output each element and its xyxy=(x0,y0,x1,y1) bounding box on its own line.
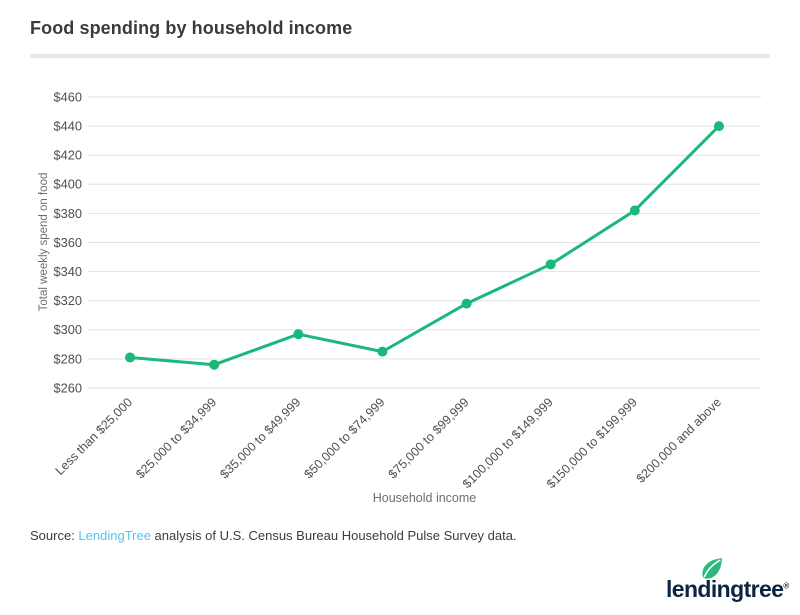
y-tick-labels: $260 $280 $300 $320 $340 $360 $380 $400 $420 $440… xyxy=(54,89,82,395)
x-tick-label: $50,000 to $74,999 xyxy=(301,395,387,481)
y-tick-label: $300 xyxy=(54,322,82,337)
data-point xyxy=(545,259,556,270)
x-tick-label: $100,000 to $149,999 xyxy=(460,395,556,488)
data-point xyxy=(713,121,724,132)
source-link[interactable]: LendingTree xyxy=(78,528,151,543)
data-point xyxy=(461,298,472,309)
y-tick-label: $280 xyxy=(54,351,82,366)
x-tick-label: $75,000 to $99,999 xyxy=(386,395,472,481)
data-point xyxy=(377,346,388,357)
y-tick-label: $420 xyxy=(54,148,82,163)
y-tick-label: $360 xyxy=(54,235,82,250)
y-tick-label: $340 xyxy=(54,264,82,279)
data-point xyxy=(629,205,640,216)
data-point xyxy=(125,352,136,363)
source-prefix: Source: xyxy=(30,528,79,543)
y-tick-label: $400 xyxy=(54,177,82,192)
line-chart: $260 $280 $300 $320 $340 $360 $380 $400 $420 $440… xyxy=(53,89,761,488)
y-gridlines xyxy=(88,96,761,389)
source-text: Source: LendingTree analysis of U.S. Cen… xyxy=(30,528,517,543)
data-point xyxy=(293,329,304,340)
x-tick-label: $25,000 to $34,999 xyxy=(133,395,219,481)
y-tick-label: $440 xyxy=(54,119,82,134)
lendingtree-logo: lendingtree® xyxy=(664,556,790,606)
y-tick-label: $320 xyxy=(54,293,82,308)
data-point xyxy=(209,359,220,370)
leaf-icon xyxy=(702,558,722,579)
x-axis-title: Household income xyxy=(372,491,477,505)
logo-wordmark: lendingtree® xyxy=(666,576,790,602)
x-tick-label: $150,000 to $199,999 xyxy=(544,395,640,488)
y-tick-label: $460 xyxy=(54,89,82,104)
x-tick-labels: Less than $25,000$25,000 to $34,999$35,0… xyxy=(53,395,725,488)
data-points xyxy=(125,121,724,370)
y-tick-label: $260 xyxy=(54,380,82,395)
source-suffix: analysis of U.S. Census Bureau Household… xyxy=(150,528,517,543)
y-axis-title: Total weekly spend on food xyxy=(38,172,50,312)
x-tick-label: Less than $25,000 xyxy=(53,395,136,478)
title-divider xyxy=(30,54,770,58)
y-tick-label: $380 xyxy=(54,206,82,221)
x-tick-label: $35,000 to $49,999 xyxy=(217,395,303,481)
page-title: Food spending by household income xyxy=(30,18,353,38)
registered-mark: ® xyxy=(783,581,790,591)
series-line xyxy=(128,124,721,367)
x-tick-label: $200,000 and above xyxy=(634,395,725,486)
